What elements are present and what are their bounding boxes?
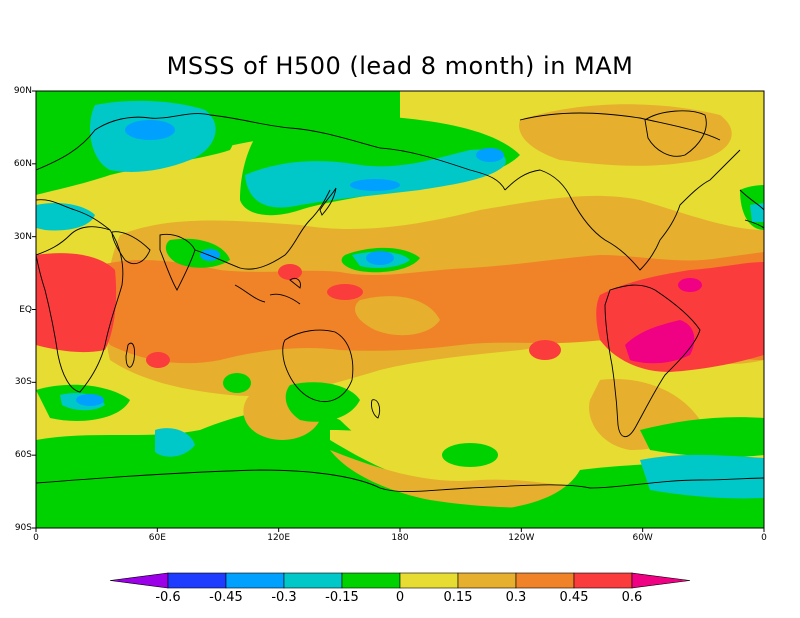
lat-label: 60S: [14, 450, 32, 461]
lat-label: 90S: [14, 523, 32, 533]
field-green-indian-small: [223, 373, 251, 393]
lon-label: 0: [761, 533, 767, 543]
lat-label: 30N: [13, 231, 32, 242]
lon-label: 120W: [508, 533, 535, 543]
lat-label: 60N: [13, 158, 32, 169]
field-blue-india: [200, 249, 220, 261]
field-magenta-atlantic: [678, 278, 702, 292]
colorbar-label: 0.6: [621, 590, 643, 605]
lon-label: 60W: [632, 533, 653, 543]
field-blue-hawaii: [366, 251, 394, 265]
field-blue-alaska: [476, 148, 504, 162]
contour-field: [36, 91, 764, 528]
colorbar-min-triangle: [109, 572, 169, 589]
colorbar-label: -0.15: [325, 590, 359, 605]
field-gold-north-america: [519, 104, 732, 166]
coast-antarctica: [36, 469, 764, 493]
lon-label: 180: [391, 533, 409, 543]
coast-north-america: [504, 149, 741, 271]
colorbar-label: 0: [395, 590, 405, 605]
colorbar-max-triangle: [631, 572, 691, 589]
field-orange-tropics: [95, 252, 764, 364]
field-green-south-indian: [36, 440, 331, 481]
field-green-south-atlantic: [640, 417, 764, 458]
coast-south-america: [604, 284, 701, 438]
field-cyan-siberia: [245, 149, 506, 208]
field-magenta-brazil: [625, 320, 695, 364]
colorbar-box: [341, 572, 401, 589]
colorbar-box: [167, 572, 227, 589]
field-cyan-westeurope: [36, 203, 95, 231]
lon-label: 60E: [148, 533, 166, 543]
colorbar-label: -0.3: [271, 590, 297, 605]
colorbar-box: [225, 572, 285, 589]
coast-madagascar: [125, 342, 135, 368]
field-blue-south-africa: [76, 394, 104, 406]
field-green-antarctic: [36, 461, 764, 528]
lat-label: 90N: [13, 86, 32, 96]
colorbar-box: [457, 572, 517, 589]
field-red-pacific: [327, 284, 363, 300]
field-red-philippines: [278, 264, 302, 280]
coast-canada-arctic: [519, 112, 721, 141]
lon-label: 0: [33, 533, 39, 543]
colorbar-box: [515, 572, 575, 589]
field-red-indian: [146, 352, 170, 368]
coast-india: [159, 233, 196, 291]
field-green-australia: [285, 382, 360, 422]
coast-newzealand: [371, 399, 381, 419]
colorbar-label: 0.15: [443, 590, 473, 605]
coast-eurasia: [36, 113, 506, 270]
field-cyan-south-indian: [155, 428, 195, 457]
colorbar-label: 0.3: [505, 590, 527, 605]
field-green-south-pacific: [442, 443, 498, 467]
field-cyan-weddell: [640, 454, 764, 499]
colorbar-label: -0.45: [209, 590, 243, 605]
map-title: MSSS of H500 (lead 8 month) in MAM: [166, 52, 634, 80]
lat-label: EQ: [19, 304, 32, 315]
coast-japan: [319, 187, 337, 216]
coast-africa: [36, 226, 124, 393]
coast-indonesia: [234, 277, 301, 305]
field-blue-siberia: [350, 179, 400, 191]
lon-label: 120E: [267, 533, 291, 543]
field-red-east-pacific: [529, 340, 561, 360]
lat-label: 30S: [14, 377, 32, 388]
coast-arabia: [111, 231, 151, 264]
field-red-africa: [36, 253, 117, 353]
field-gold-southern: [330, 450, 590, 508]
field-blue-scandinavia: [125, 120, 175, 140]
coast-greenland: [644, 110, 707, 157]
colorbar-box: [399, 572, 459, 589]
coastlines: [36, 110, 764, 493]
colorbar: [109, 572, 691, 589]
map-ticks: [32, 90, 765, 532]
coast-australia: [282, 329, 354, 402]
field-gold-pacific-pocket: [355, 296, 440, 336]
colorbar-label: 0.45: [559, 590, 589, 605]
coast-europe-right: [739, 189, 764, 229]
field-cyan-right-edge: [750, 203, 764, 222]
colorbar-box: [573, 572, 633, 589]
colorbar-label: -0.6: [155, 590, 181, 605]
colorbar-box: [283, 572, 343, 589]
